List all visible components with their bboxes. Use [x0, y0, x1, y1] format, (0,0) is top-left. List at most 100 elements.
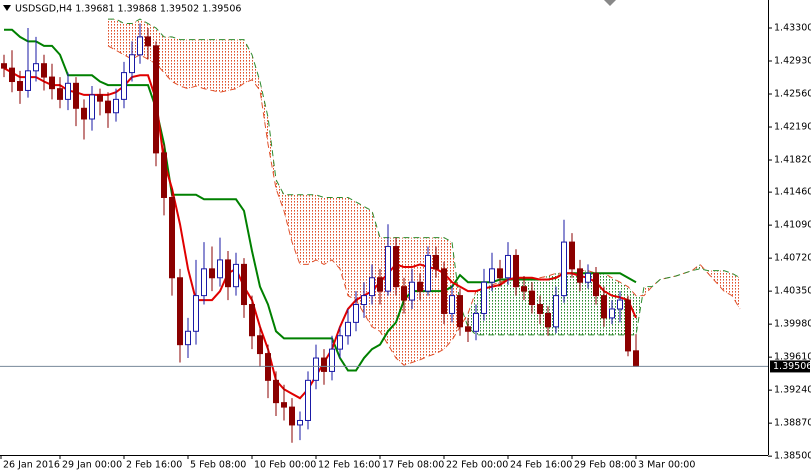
candle-body	[345, 321, 351, 337]
candle-body	[545, 312, 551, 328]
candle-body	[593, 272, 599, 297]
candle-body	[313, 357, 319, 381]
cloud-segment	[348, 197, 356, 301]
y-tick-label: 1.40720	[774, 253, 811, 264]
cloud-segment	[292, 194, 300, 265]
candle-body	[89, 94, 95, 120]
cloud-segment	[572, 270, 580, 335]
candle-body	[145, 36, 151, 47]
cloud-segment	[516, 277, 524, 335]
cloud-segment	[236, 39, 244, 89]
cloud-segment	[356, 201, 364, 314]
cloud-segment	[492, 282, 500, 335]
cloud-segment	[228, 39, 236, 91]
cloud-segment	[716, 270, 724, 292]
x-tick-label: 22 Feb 00:00	[446, 460, 508, 471]
candle-body	[329, 348, 335, 372]
y-tick-label: 1.42560	[774, 89, 811, 100]
candle-body	[585, 272, 591, 283]
candle-body	[441, 268, 447, 314]
candle-body	[273, 379, 279, 404]
candle-body	[553, 295, 559, 328]
cloud-segment	[508, 277, 516, 335]
cloud-segment	[196, 39, 204, 89]
candle-body	[201, 268, 207, 297]
candle-body	[65, 82, 71, 100]
tenkan-line	[3, 67, 637, 400]
cloud-segment	[188, 39, 196, 89]
candle-body	[113, 98, 119, 114]
candle-body	[601, 295, 607, 319]
candle-body	[161, 152, 167, 198]
candle-body	[169, 196, 175, 279]
y-tick-label: 1.39240	[774, 385, 811, 396]
x-tick-label: 10 Feb 00:00	[254, 460, 316, 471]
y-tick-label: 1.38870	[774, 418, 811, 429]
candle-body	[225, 259, 231, 288]
candle-body	[361, 295, 367, 306]
candle-body	[289, 406, 295, 426]
candle-body	[105, 100, 111, 114]
candle-body	[481, 281, 487, 314]
candle-body	[321, 357, 327, 372]
candle-body	[33, 63, 39, 72]
span-b-line	[108, 18, 741, 336]
candle-body	[249, 304, 255, 337]
x-tick-label: 5 Feb 08:00	[190, 460, 246, 471]
candle-body	[409, 281, 415, 301]
cloud-segment	[300, 194, 308, 265]
candle-body	[41, 63, 47, 78]
candle-body	[353, 304, 359, 323]
cloud-segment	[364, 206, 372, 327]
cloud-segment	[404, 237, 412, 366]
candle-body	[569, 241, 575, 270]
candle-body	[377, 277, 383, 292]
candle-body	[1, 63, 7, 69]
cloud-segment	[500, 279, 508, 335]
x-tick-label: 17 Feb 08:00	[382, 460, 444, 471]
x-tick-label: 26 Jan 2016	[3, 460, 60, 471]
y-tick-label: 1.42930	[774, 56, 811, 67]
cloud-segment	[372, 210, 380, 332]
candle-body	[521, 286, 527, 292]
cloud-segment	[276, 179, 284, 211]
candle-body	[617, 299, 623, 310]
y-tick-label: 1.41460	[774, 187, 811, 198]
candle-body	[281, 402, 287, 408]
candle-body	[489, 268, 495, 283]
candle-body	[433, 254, 439, 270]
cloud-segment	[444, 237, 452, 350]
candle-body	[393, 246, 399, 288]
cloud-segment	[252, 54, 260, 91]
candle-body	[73, 82, 79, 109]
cloud-segment	[172, 36, 180, 86]
cloud-segment	[412, 237, 420, 363]
x-tick-label: 3 Mar 00:00	[638, 460, 695, 471]
candle-body	[625, 299, 631, 352]
candle-body	[449, 295, 455, 314]
cloud-segment	[260, 81, 268, 144]
candle-body	[577, 268, 583, 283]
candle-body	[497, 268, 503, 279]
x-tick-label: 24 Feb 16:00	[510, 460, 572, 471]
candle-body	[417, 281, 423, 292]
price-label-box	[770, 360, 810, 373]
cloud-segment	[308, 194, 316, 265]
candle-body	[57, 88, 63, 100]
candle-body	[9, 67, 15, 83]
candle-body	[473, 312, 479, 332]
cloud-segment	[124, 23, 132, 60]
cloud-segment	[732, 273, 740, 309]
candle-body	[265, 353, 271, 381]
candle-body	[529, 290, 535, 306]
candle-body	[81, 107, 87, 120]
candle-body	[121, 72, 127, 100]
y-tick-label: 1.41820	[774, 155, 811, 166]
y-tick-label: 1.39610	[774, 352, 811, 363]
candle-body	[153, 45, 159, 154]
candle-body	[185, 330, 191, 346]
cloud-segment	[340, 197, 348, 296]
candle-body	[233, 263, 239, 288]
price-label: 1.39506	[773, 361, 811, 372]
